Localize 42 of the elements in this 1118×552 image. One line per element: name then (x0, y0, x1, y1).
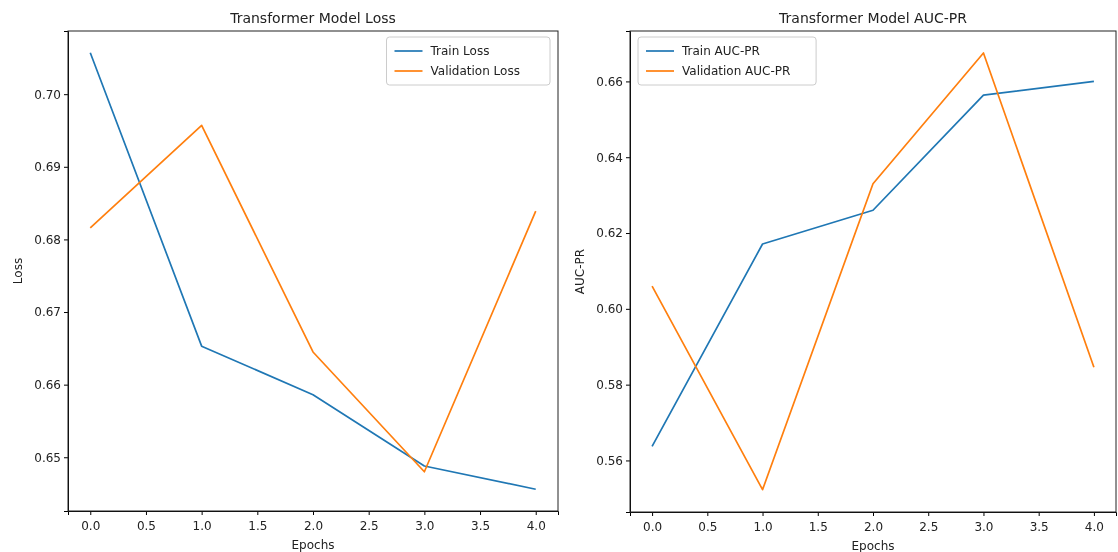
y-axis-title: AUC-PR (573, 248, 587, 295)
x-tick-label: 1.0 (192, 519, 212, 533)
y-tick-label: 0.66 (596, 74, 623, 89)
legend-label: Train AUC-PR (681, 44, 760, 58)
y-tick-label: 0.60 (596, 302, 623, 317)
x-tick-label: 2.5 (919, 520, 939, 534)
x-tick-label: 3.5 (1029, 520, 1049, 534)
x-tick-label: 1.0 (753, 520, 773, 534)
x-tick-label: 2.0 (863, 520, 884, 534)
x-tick-label: 2.5 (359, 519, 379, 533)
y-tick-label: 0.67 (34, 305, 61, 320)
y-axis-title: Loss (11, 257, 25, 285)
x-tick-label: 2.0 (303, 519, 324, 533)
x-tick-label: 0.5 (136, 519, 156, 533)
y-tick-label: 0.68 (34, 232, 61, 247)
x-tick-label: 0.5 (698, 520, 718, 534)
x-tick-label: 4.0 (526, 519, 546, 533)
x-tick-label: 0.0 (643, 520, 663, 534)
line-series (89, 124, 537, 473)
x-axis-title: Epochs (851, 539, 895, 552)
x-tick-label: 3.5 (471, 519, 491, 533)
x-tick-label: 3.0 (974, 520, 994, 534)
x-tick-label: 1.5 (808, 520, 828, 534)
y-tick-label: 0.56 (596, 453, 623, 468)
y-tick-label: 0.58 (596, 377, 623, 392)
y-tick-label: 0.65 (34, 450, 61, 465)
legend-label: Train Loss (429, 44, 490, 58)
legend-label: Validation Loss (430, 64, 520, 78)
y-tick-label: 0.66 (34, 377, 61, 392)
y-tick-label: 0.69 (34, 160, 61, 175)
line-series (651, 80, 1095, 448)
y-tick-label: 0.62 (596, 226, 623, 241)
x-tick-label: 1.5 (248, 519, 268, 533)
chart-title: Transformer Model AUC-PR (778, 10, 968, 26)
y-tick-label: 0.70 (34, 87, 61, 102)
x-tick-label: 4.0 (1084, 520, 1104, 534)
chart-title: Transformer Model Loss (229, 10, 396, 26)
x-axis-title: Epochs (291, 538, 335, 552)
x-tick-label: 0.0 (81, 519, 101, 533)
x-tick-label: 3.0 (415, 519, 435, 533)
legend-label: Validation AUC-PR (682, 64, 791, 78)
y-tick-label: 0.64 (596, 150, 623, 165)
